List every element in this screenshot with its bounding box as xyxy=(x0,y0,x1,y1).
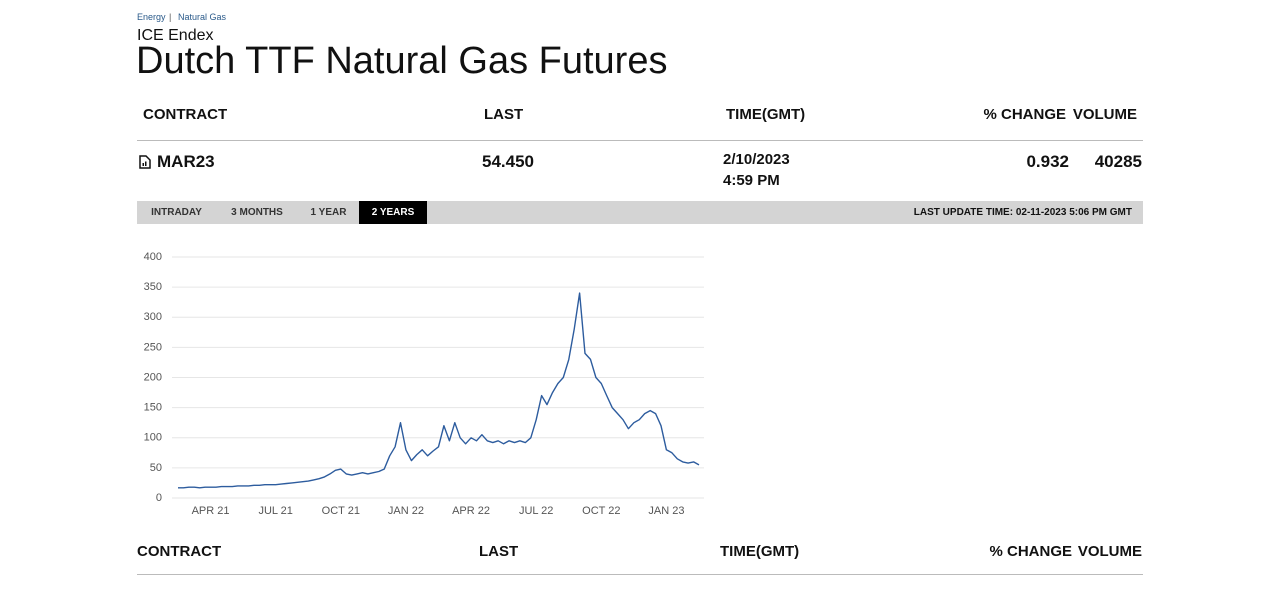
range-tab[interactable]: 2 YEARS xyxy=(359,201,427,224)
x-tick-label: JAN 23 xyxy=(648,505,684,517)
y-tick-label: 250 xyxy=(144,341,162,353)
column-header: LAST xyxy=(479,543,519,560)
y-tick-label: 350 xyxy=(144,281,162,293)
breadcrumb-link[interactable]: Natural Gas xyxy=(178,12,227,22)
range-tab[interactable]: 3 MONTHS xyxy=(231,207,283,218)
exchange: ICE Endex xyxy=(137,27,214,44)
trade-date: 2/10/2023 xyxy=(723,151,790,168)
trade-time: 4:59 PM xyxy=(723,172,780,189)
price-line xyxy=(178,292,700,489)
range-tab[interactable]: 1 YEAR xyxy=(310,207,347,218)
column-header: % CHANGE xyxy=(983,106,1066,123)
contract-icon[interactable] xyxy=(139,155,151,169)
x-tick-label: APR 21 xyxy=(192,505,230,517)
column-header: LAST xyxy=(484,106,524,123)
divider xyxy=(137,140,1143,141)
y-tick-label: 150 xyxy=(144,402,162,414)
x-tick-label: OCT 22 xyxy=(582,505,620,517)
column-header: CONTRACT xyxy=(143,106,228,123)
contract-link[interactable]: MAR23 xyxy=(157,152,215,171)
divider xyxy=(137,574,1143,575)
last-update: LAST UPDATE TIME: 02-11-2023 5:06 PM GMT xyxy=(913,207,1132,218)
breadcrumb-link[interactable]: Energy xyxy=(137,12,166,22)
column-header: CONTRACT xyxy=(137,543,222,560)
last-price: 54.450 xyxy=(482,152,534,171)
y-tick-label: 100 xyxy=(144,432,162,444)
x-tick-label: OCT 21 xyxy=(322,505,360,517)
x-tick-label: JUL 22 xyxy=(519,505,553,517)
x-tick-label: JUL 21 xyxy=(258,505,292,517)
y-tick-label: 200 xyxy=(144,371,162,383)
column-header: TIME(GMT) xyxy=(726,106,806,123)
page-title: Dutch TTF Natural Gas Futures xyxy=(136,40,668,82)
column-header: % CHANGE xyxy=(989,543,1072,560)
volume: 40285 xyxy=(1094,152,1142,171)
x-tick-label: APR 22 xyxy=(452,505,490,517)
breadcrumb-separator: | xyxy=(169,12,172,22)
y-tick-label: 0 xyxy=(156,492,162,504)
percent-change: 0.932 xyxy=(1026,152,1069,171)
y-tick-label: 50 xyxy=(150,462,162,474)
column-header: TIME(GMT) xyxy=(720,543,800,560)
column-header: VOLUME xyxy=(1072,106,1137,123)
y-tick-label: 300 xyxy=(144,311,162,323)
x-tick-label: JAN 22 xyxy=(388,505,424,517)
column-header: VOLUME xyxy=(1077,543,1142,560)
y-tick-label: 400 xyxy=(144,251,162,263)
range-tab[interactable]: INTRADAY xyxy=(151,207,202,218)
